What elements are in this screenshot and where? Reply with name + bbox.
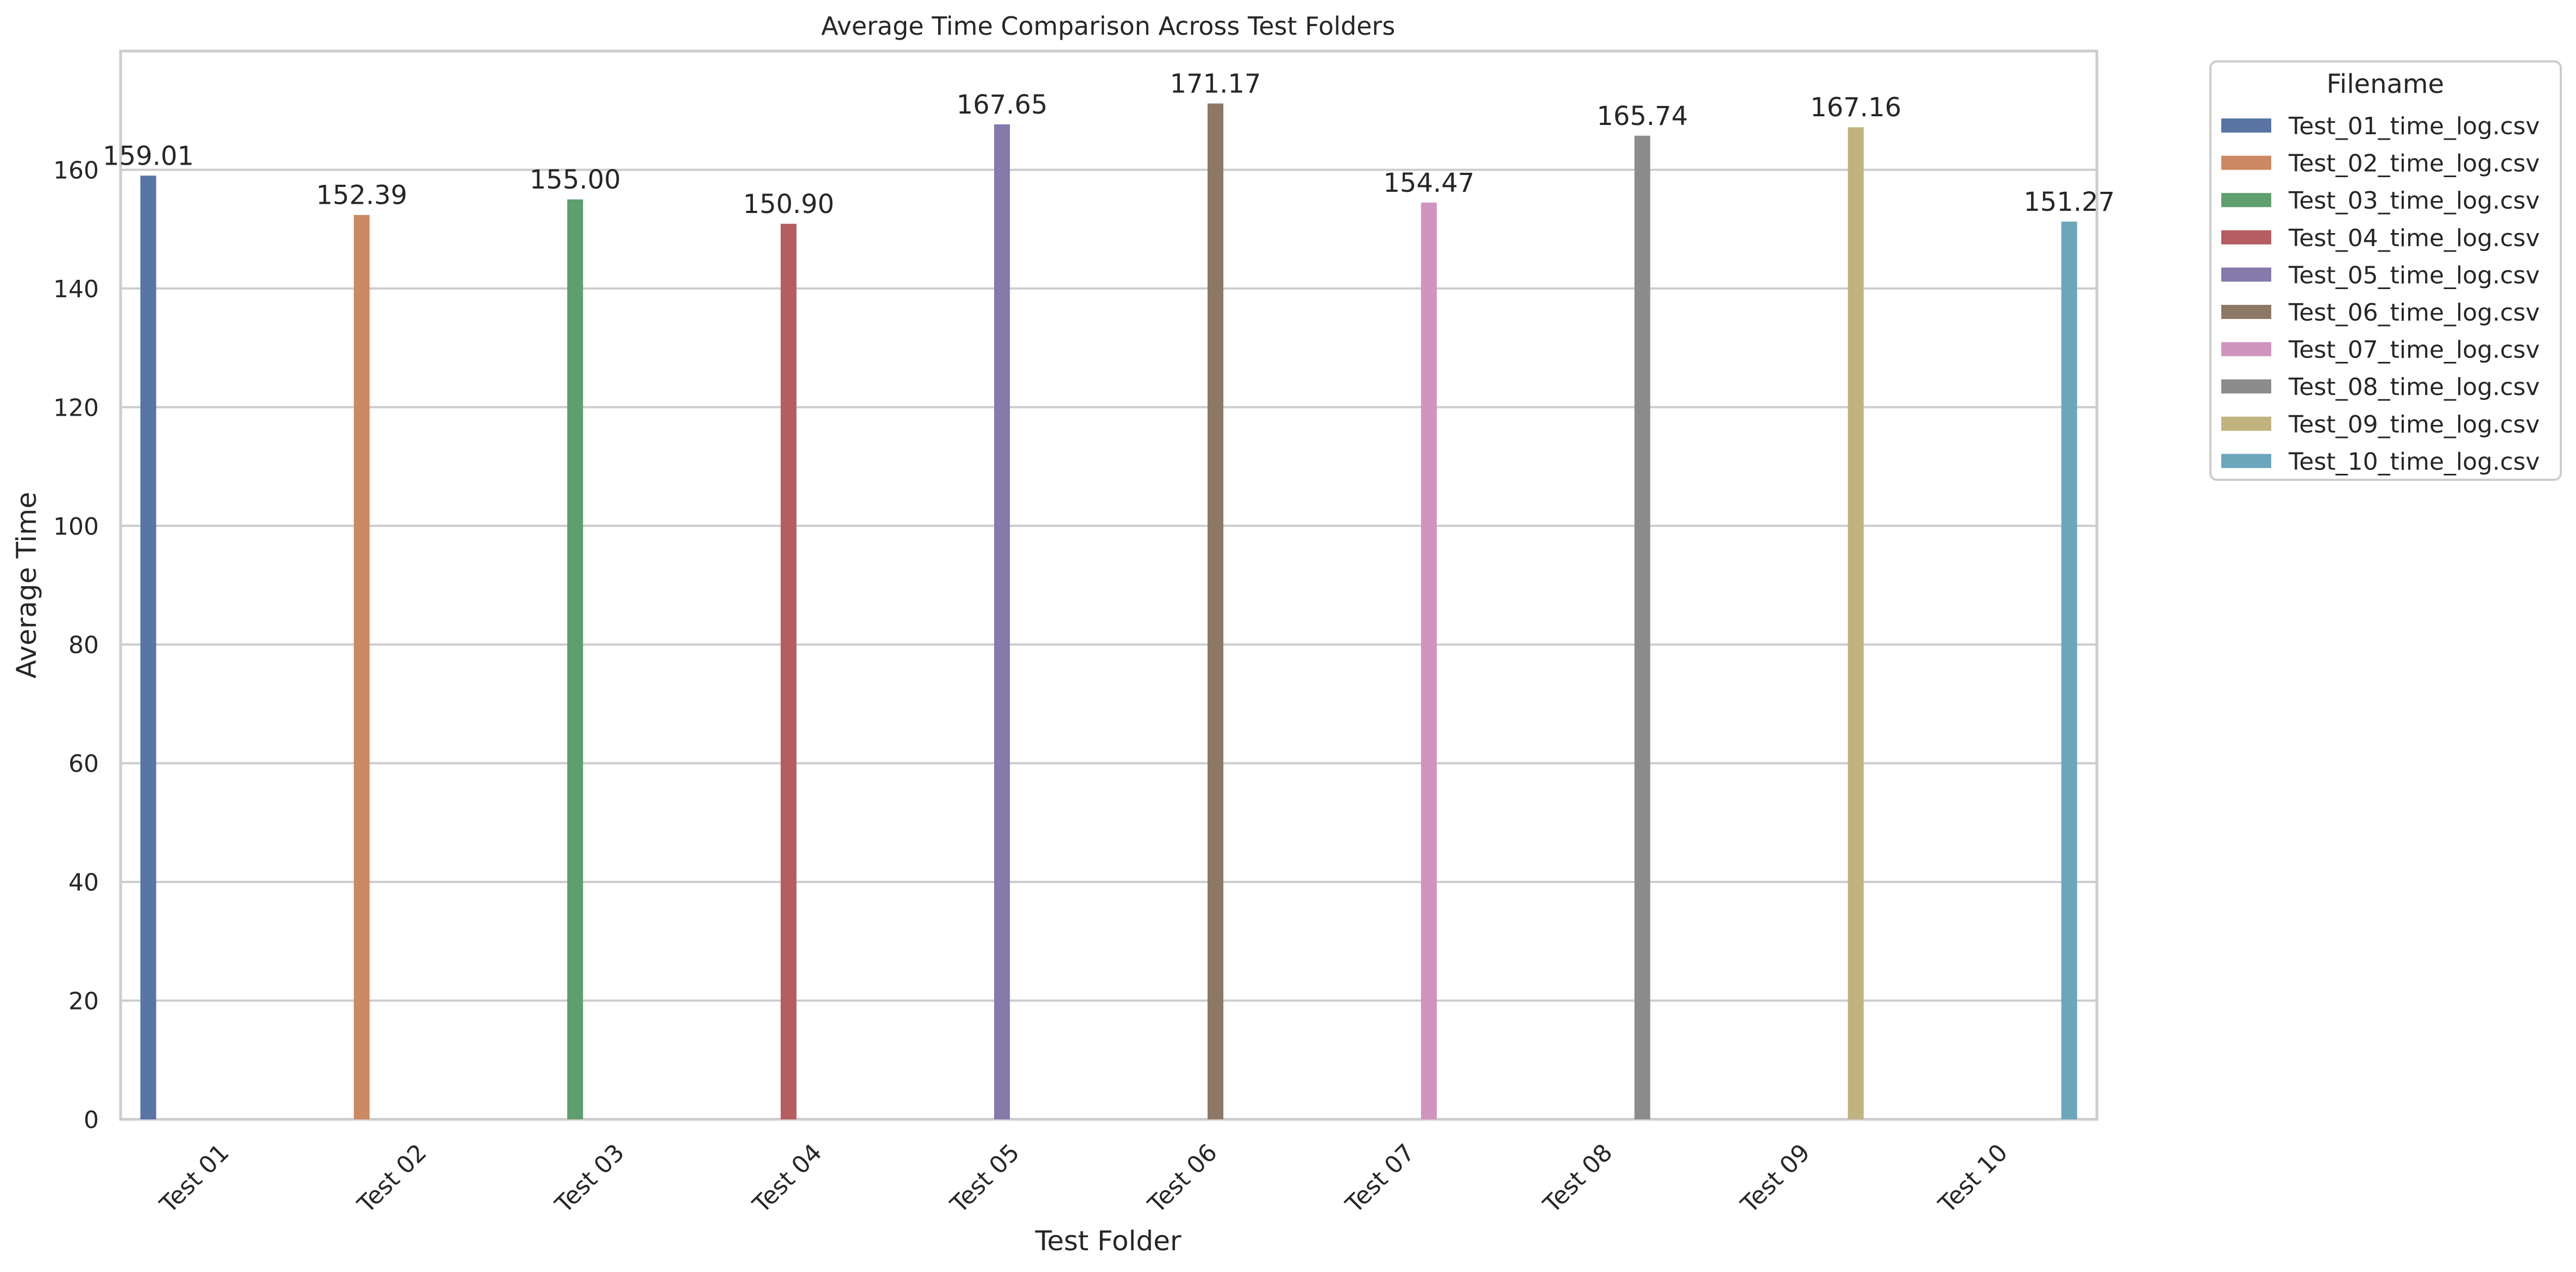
legend-entry-label: Test_08_time_log.csv xyxy=(2288,373,2540,401)
bar-value-label: 167.16 xyxy=(1810,92,1901,123)
bar-test-02 xyxy=(354,215,370,1120)
y-tick-label: 80 xyxy=(68,631,99,659)
legend-swatch xyxy=(2221,379,2271,394)
legend-entry-label: Test_03_time_log.csv xyxy=(2288,187,2540,215)
x-tick-label: Test 08 xyxy=(1538,1139,1618,1219)
bar-test-05 xyxy=(994,124,1010,1120)
x-axis-label: Test Folder xyxy=(1035,1225,1182,1257)
bar-test-06 xyxy=(1207,103,1224,1119)
bar-value-label: 154.47 xyxy=(1383,168,1474,198)
legend-entry-label: Test_10_time_log.csv xyxy=(2288,448,2540,475)
legend-entry-label: Test_07_time_log.csv xyxy=(2288,336,2540,364)
legend-swatch xyxy=(2221,454,2271,468)
x-tick-label: Test 02 xyxy=(352,1139,432,1219)
legend-entry-label: Test_02_time_log.csv xyxy=(2288,150,2540,178)
legend-entry-label: Test_06_time_log.csv xyxy=(2288,299,2540,327)
y-tick-label: 100 xyxy=(53,513,99,541)
bar-test-09 xyxy=(1848,127,1864,1119)
y-axis-label: Average Time xyxy=(11,492,42,679)
x-tick-label: Test 05 xyxy=(945,1139,1025,1219)
y-tick-label: 60 xyxy=(68,750,99,778)
bars xyxy=(140,103,2077,1120)
x-tick-label: Test 09 xyxy=(1736,1139,1816,1219)
legend-swatch xyxy=(2221,193,2271,208)
legend-swatch xyxy=(2221,416,2271,431)
y-axis-ticks: 0 20 40 60 80 100 120 140 160 xyxy=(53,156,99,1134)
legend-swatch xyxy=(2221,305,2271,319)
gridlines xyxy=(121,168,2097,1120)
legend: Filename Test_01_time_log.csv Test_02_tim… xyxy=(2209,60,2562,481)
bar-test-10 xyxy=(2061,221,2077,1120)
bar-value-label: 155.00 xyxy=(530,165,621,195)
x-tick-label: Test 06 xyxy=(1142,1139,1223,1219)
bar-value-label: 167.65 xyxy=(957,90,1048,120)
x-tick-label: Test 07 xyxy=(1340,1139,1421,1219)
y-tick-label: 0 xyxy=(84,1106,99,1134)
chart-title: Average Time Comparison Across Test Fold… xyxy=(821,11,1396,41)
y-tick-label: 40 xyxy=(68,869,99,897)
legend-swatch xyxy=(2221,342,2271,356)
x-tick-label: Test 03 xyxy=(550,1139,630,1219)
bar-value-label: 159.01 xyxy=(103,141,194,171)
bar-value-labels: 159.01 152.39 155.00 150.90 167.65 171.17 154.… xyxy=(103,68,2115,219)
x-tick-label: Test 04 xyxy=(747,1139,828,1219)
legend-title: Filename xyxy=(2327,69,2444,99)
y-tick-label: 160 xyxy=(53,156,99,184)
bar-value-label: 152.39 xyxy=(316,180,407,211)
x-tick-label: Test 01 xyxy=(154,1139,235,1219)
y-tick-label: 140 xyxy=(53,275,99,303)
bar-value-label: 171.17 xyxy=(1170,68,1261,99)
legend-swatch xyxy=(2221,155,2271,170)
legend-entry-label: Test_01_time_log.csv xyxy=(2288,112,2540,140)
bar-test-03 xyxy=(567,199,583,1119)
bar-value-label: 151.27 xyxy=(2024,187,2115,217)
x-axis-ticks: Test 01 Test 02 Test 03 Test 04 Test 05 Test … xyxy=(154,1139,2013,1219)
plot-frame xyxy=(119,49,2099,1121)
y-tick-label: 20 xyxy=(68,988,99,1016)
legend-swatch xyxy=(2221,267,2271,282)
x-tick-label: Test 10 xyxy=(1933,1139,2013,1219)
legend-items: Test_01_time_log.csv Test_02_time_log.csv… xyxy=(2221,112,2540,475)
legend-box xyxy=(2209,60,2562,481)
bar-test-07 xyxy=(1421,202,1437,1119)
legend-entry-label: Test_05_time_log.csv xyxy=(2288,261,2540,289)
legend-entry-label: Test_09_time_log.csv xyxy=(2288,411,2540,438)
bar-value-label: 165.74 xyxy=(1597,101,1688,131)
bar-test-08 xyxy=(1634,135,1650,1120)
bar-value-label: 150.90 xyxy=(743,189,834,220)
legend-swatch xyxy=(2221,230,2271,245)
bar-test-04 xyxy=(781,223,797,1119)
y-tick-label: 120 xyxy=(53,394,99,422)
legend-swatch xyxy=(2221,118,2271,133)
legend-entry-label: Test_04_time_log.csv xyxy=(2288,224,2540,252)
bar-test-01 xyxy=(140,176,156,1119)
